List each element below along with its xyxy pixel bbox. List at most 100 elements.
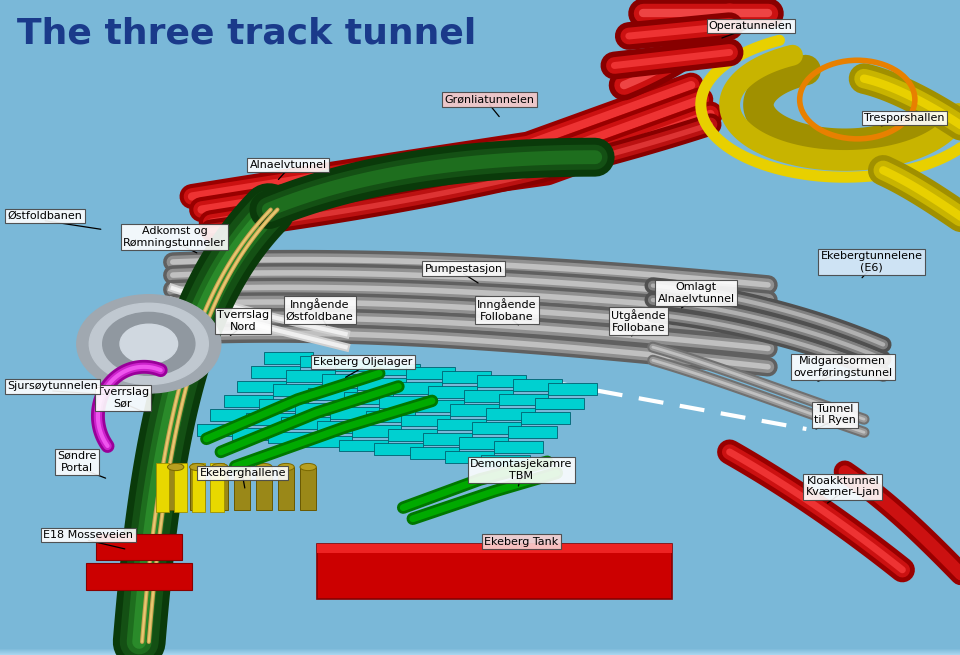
Bar [0,646,960,652]
Ellipse shape [278,464,294,470]
Bar [410,447,459,459]
Bar [0,643,960,650]
Text: E18 Mosseveien: E18 Mosseveien [43,530,133,540]
Bar [548,383,597,395]
Bar [442,371,491,383]
Bar [472,422,521,434]
Bar [0,645,960,651]
Bar [0,646,960,653]
Bar [388,429,437,441]
Bar [0,646,960,652]
Bar [259,399,308,411]
Bar [210,409,259,421]
Bar [423,433,472,445]
Text: Ekeberghallene: Ekeberghallene [200,468,286,478]
Bar [0,647,960,654]
Bar [0,648,960,654]
Bar [317,421,366,433]
Bar [0,646,960,652]
Bar [0,648,960,654]
Text: Pumpestasjon: Pumpestasjon [424,263,503,274]
Bar [339,440,388,451]
Bar [0,647,960,654]
Bar [0,646,960,653]
Bar [494,441,543,453]
Bar [0,648,960,655]
Bar [0,647,960,654]
Bar [330,407,379,419]
Bar [234,467,250,510]
Bar [264,352,313,364]
Circle shape [103,312,195,375]
Bar [190,467,205,510]
Bar [0,646,960,652]
Bar [303,436,352,447]
Bar [450,404,499,416]
Bar [486,408,535,420]
Bar [0,645,960,652]
Bar [357,378,406,390]
Bar [0,645,960,651]
Bar [0,647,960,654]
Text: Omlagt
Alnaelvtunnel: Omlagt Alnaelvtunnel [658,282,734,303]
Bar [0,646,960,652]
Bar [273,384,322,396]
Bar [0,643,960,649]
Bar [0,645,960,651]
Bar [352,425,401,437]
Bar [0,644,960,650]
Bar [0,647,960,654]
Bar [317,544,672,553]
Bar [0,645,960,652]
Bar [0,647,960,654]
Ellipse shape [167,464,184,470]
Bar [0,646,960,653]
Bar [335,360,384,371]
Text: Tunnel
til Ryen: Tunnel til Ryen [814,404,856,425]
Bar [0,644,960,650]
Bar [366,411,415,422]
Bar [521,412,570,424]
Text: Kloakktunnel
Kværner-Ljan: Kloakktunnel Kværner-Ljan [805,476,880,497]
Bar [197,424,246,436]
Bar [86,563,192,590]
Text: Operatunnelen: Operatunnelen [708,21,793,31]
Bar [0,648,960,654]
Bar [371,364,420,375]
Text: Midgardsormen
overføringstunnel: Midgardsormen overføringstunnel [793,356,893,377]
Text: Tverrslag
Nord: Tverrslag Nord [217,310,269,331]
Bar [0,645,960,652]
Bar [174,463,187,512]
Text: Adkomst og
Rømningstunneler: Adkomst og Rømningstunneler [123,227,227,248]
Bar [406,367,455,379]
Text: Tresporshallen: Tresporshallen [864,113,945,123]
Bar [0,646,960,653]
Bar [0,643,960,650]
Bar [379,396,428,408]
Bar [0,644,960,650]
Bar [0,642,960,648]
Text: Inngående
Østfoldbane: Inngående Østfoldbane [286,298,353,322]
Bar [0,643,960,650]
Bar [0,647,960,654]
Bar [0,645,960,651]
Bar [0,647,960,654]
Bar [0,645,960,651]
Text: Alnaelvtunnel: Alnaelvtunnel [250,160,326,170]
Bar [0,648,960,654]
Bar [0,643,960,649]
Bar [281,417,330,429]
Bar [415,400,464,412]
Bar [0,648,960,654]
Bar [300,356,348,367]
Bar [246,413,295,425]
Text: Østfoldbanen: Østfoldbanen [8,211,83,221]
Bar [477,375,526,387]
Bar [0,642,960,648]
Bar [0,643,960,650]
Bar [0,643,960,650]
Bar [0,643,960,650]
Bar [0,648,960,655]
Bar [0,644,960,650]
Text: Ekeberg Oljelager: Ekeberg Oljelager [313,357,413,367]
